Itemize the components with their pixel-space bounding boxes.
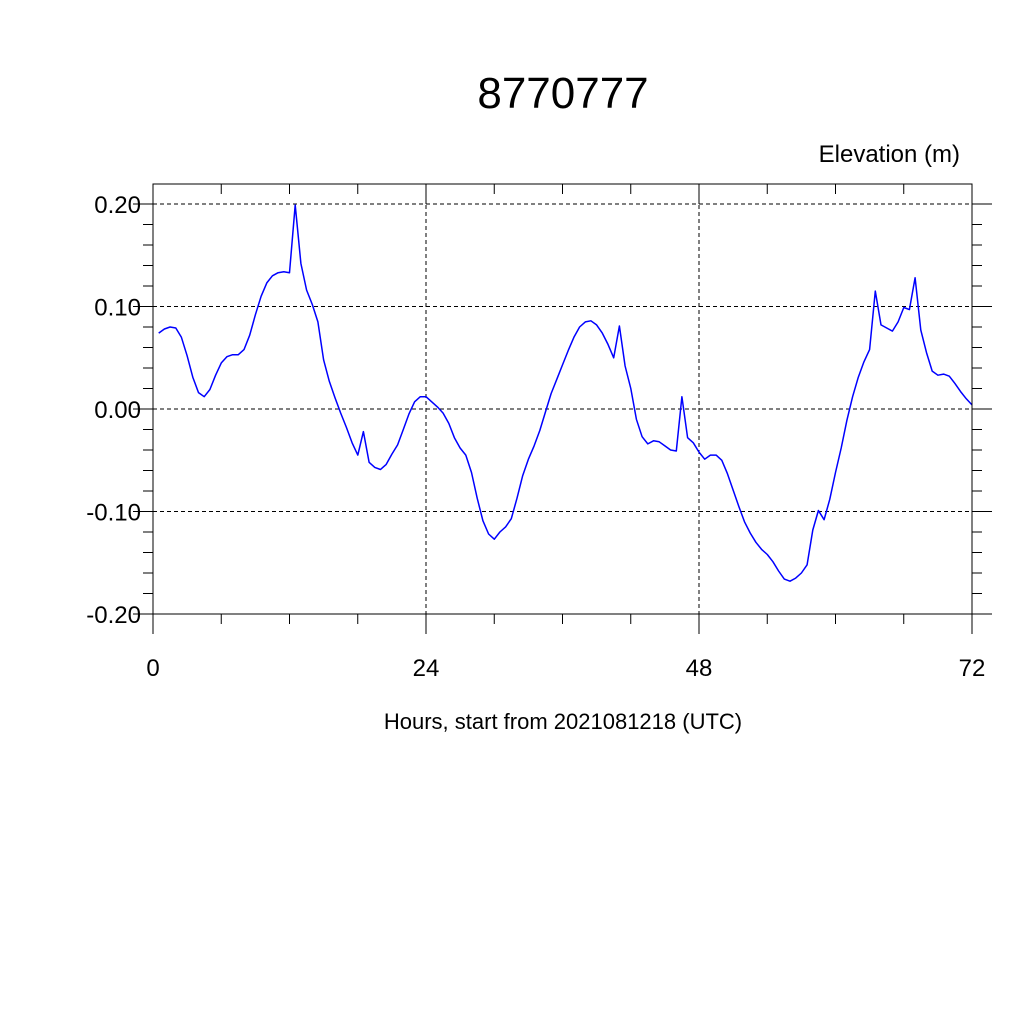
series-layer (158, 204, 973, 582)
series-line (158, 204, 973, 582)
grid (153, 184, 972, 614)
y-tick-label: 0.10 (94, 295, 141, 322)
x-tick-label: 48 (686, 655, 713, 682)
y-tick-label: -0.10 (86, 500, 141, 527)
x-tick-label: 0 (146, 655, 159, 682)
axis-ticks (133, 184, 992, 634)
x-tick-label: 72 (959, 655, 986, 682)
y-tick-label: 0.00 (94, 397, 141, 424)
chart-title: 8770777 (477, 69, 648, 118)
x-tick-label: 24 (413, 655, 440, 682)
x-axis-label: Hours, start from 2021081218 (UTC) (384, 709, 742, 734)
plot-frame (152, 183, 973, 615)
y-tick-label: 0.20 (94, 192, 141, 219)
tick-labels: 0.20 0.10 0.00 -0.10 -0.200 24 48 72 (86, 192, 985, 682)
y-tick-label: -0.20 (86, 602, 141, 629)
y-axis-label: Elevation (m) (819, 141, 960, 168)
